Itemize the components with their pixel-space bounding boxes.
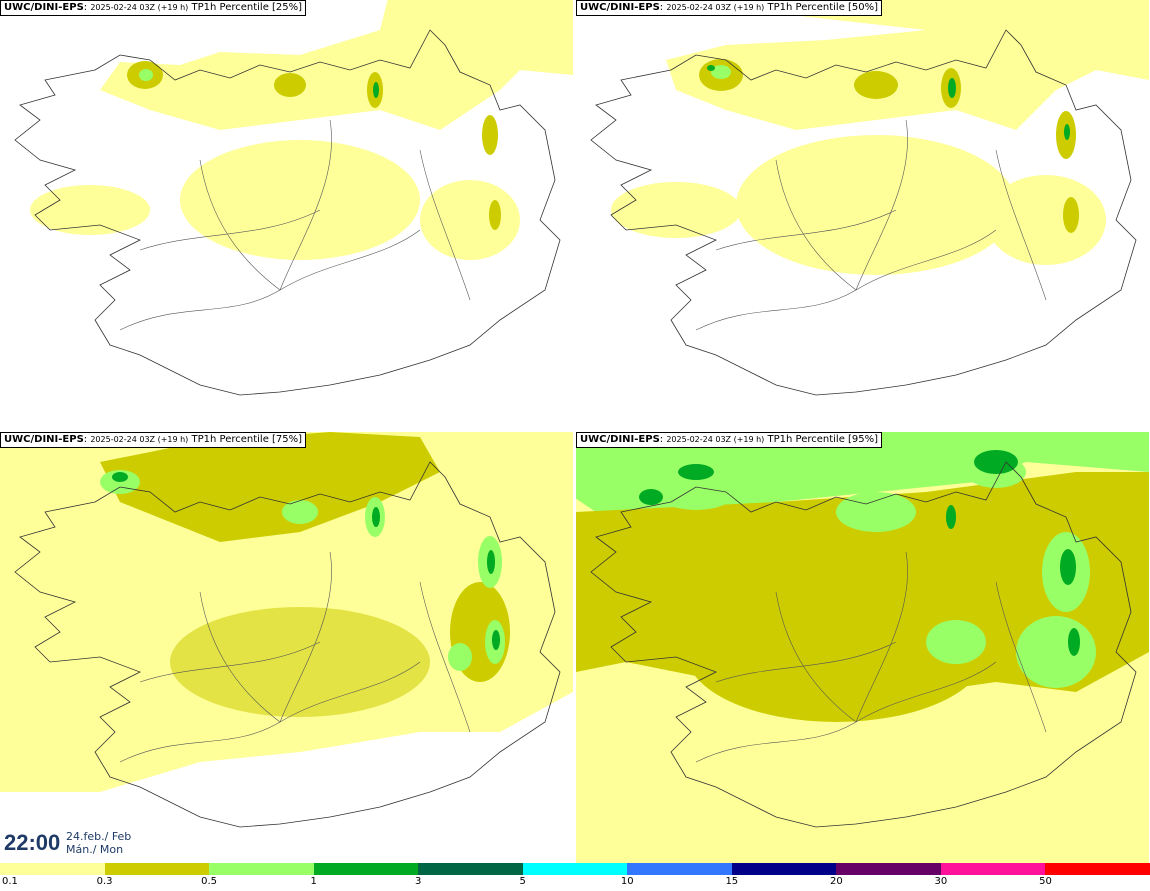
weekday-line: Mán./ Mon <box>66 843 124 856</box>
valid-date: 24.feb./ Feb Mán./ Mon <box>66 830 131 856</box>
colorbar-tick-label: 5 <box>519 876 526 887</box>
colorbar-tick-label: 15 <box>725 876 739 887</box>
colorbar-tick-label: 0.5 <box>201 876 218 887</box>
map-panel-p75: UWC/DINI-EPS: 2025-02-24 03Z (+19 h) TP1… <box>0 432 573 863</box>
date-line: 24.feb./ Feb <box>66 830 132 843</box>
colorbar-tick-label: 0.3 <box>96 876 113 887</box>
panel-title: UWC/DINI-EPS: 2025-02-24 03Z (+19 h) TP1… <box>576 0 883 16</box>
panel-title: UWC/DINI-EPS: 2025-02-24 03Z (+19 h) TP1… <box>576 432 883 448</box>
colorbar-segment <box>522 863 628 875</box>
colorbar <box>0 863 1150 875</box>
map-panel-p95: UWC/DINI-EPS: 2025-02-24 03Z (+19 h) TP1… <box>576 432 1149 863</box>
colorbar-tick-label: 50 <box>1039 876 1052 887</box>
map-panel-p50: UWC/DINI-EPS: 2025-02-24 03Z (+19 h) TP1… <box>576 0 1149 431</box>
colorbar-tick-label: 1 <box>310 876 317 887</box>
colorbar-segment <box>209 863 314 875</box>
iceland-map <box>576 432 1149 863</box>
colorbar-tick-label: 3 <box>414 876 422 887</box>
colorbar-segment <box>313 863 419 875</box>
iceland-map <box>0 432 573 828</box>
colorbar-tick-label: 20 <box>829 876 843 887</box>
iceland-map <box>14 0 573 396</box>
colorbar-tick-label: 0.1 <box>2 876 18 887</box>
colorbar-segment <box>940 863 1046 875</box>
colorbar-segment <box>0 863 105 875</box>
colorbar-tick-label: 30 <box>934 876 948 887</box>
colorbar-segment <box>627 863 732 875</box>
colorbar-segment <box>1045 863 1150 875</box>
colorbar-segment <box>836 863 941 875</box>
map-panel-p25: UWC/DINI-EPS: 2025-02-24 03Z (+19 h) TP1… <box>0 0 573 431</box>
valid-time: 22:00 <box>4 830 61 855</box>
colorbar-ticks: 0.1 0.3 0.5 1 3 5 10 15 20 30 50 <box>0 876 1150 890</box>
panel-title: UWC/DINI-EPS: 2025-02-24 03Z (+19 h) TP1… <box>0 0 307 16</box>
colorbar-segment <box>731 863 837 875</box>
colorbar-segment <box>104 863 210 875</box>
colorbar-tick-label: 10 <box>620 876 634 887</box>
valid-time-box: 22:00 24.feb./ Feb Mán./ Mon <box>0 825 136 861</box>
iceland-map <box>590 0 1149 396</box>
panel-title: UWC/DINI-EPS: 2025-02-24 03Z (+19 h) TP1… <box>0 432 307 448</box>
colorbar-segment <box>418 863 523 875</box>
